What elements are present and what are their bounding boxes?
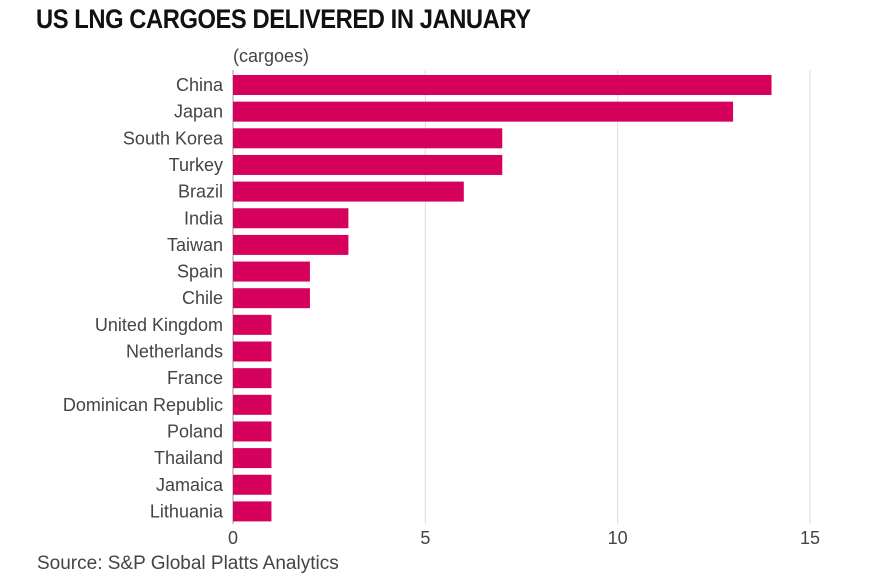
bar-china	[233, 75, 772, 95]
category-label: Dominican Republic	[63, 395, 223, 415]
category-label: Brazil	[178, 182, 223, 202]
category-label: Chile	[182, 288, 223, 308]
category-label: Spain	[177, 262, 223, 282]
category-label: Japan	[174, 102, 223, 122]
category-label: India	[184, 208, 224, 228]
x-tick-label: 15	[800, 528, 820, 548]
category-label: United Kingdom	[95, 315, 223, 335]
bar-japan	[233, 101, 734, 122]
bar-france	[233, 368, 272, 389]
bar-brazil	[233, 181, 464, 202]
bar-south-korea	[233, 128, 503, 149]
category-label: Poland	[167, 421, 223, 441]
bar-lithuania	[233, 501, 272, 522]
bar-taiwan	[233, 234, 349, 255]
category-label: Taiwan	[167, 235, 223, 255]
x-tick-label: 0	[228, 528, 238, 548]
bar-india	[233, 208, 349, 229]
bar-chile	[233, 288, 310, 309]
bar-poland	[233, 421, 272, 442]
chart-title: US LNG CARGOES DELIVERED IN JANUARY	[36, 4, 531, 34]
category-label: Turkey	[169, 155, 223, 175]
category-label: France	[167, 368, 223, 388]
unit-label: (cargoes)	[233, 46, 309, 66]
bar-spain	[233, 261, 310, 282]
category-label: Netherlands	[126, 342, 223, 362]
x-tick-label: 10	[608, 528, 628, 548]
bar-jamaica	[233, 474, 272, 495]
category-label: China	[176, 75, 224, 95]
bar-turkey	[233, 154, 503, 175]
category-label: Jamaica	[156, 475, 224, 495]
bar-netherlands	[233, 341, 272, 362]
category-label: South Korea	[123, 128, 224, 148]
bar-thailand	[233, 448, 272, 469]
bar-dominican-republic	[233, 394, 272, 415]
source-note: Source: S&P Global Platts Analytics	[37, 553, 339, 574]
x-tick-label: 5	[420, 528, 430, 548]
category-label: Thailand	[154, 448, 223, 468]
bar-united-kingdom	[233, 314, 272, 335]
category-label: Lithuania	[150, 501, 224, 521]
